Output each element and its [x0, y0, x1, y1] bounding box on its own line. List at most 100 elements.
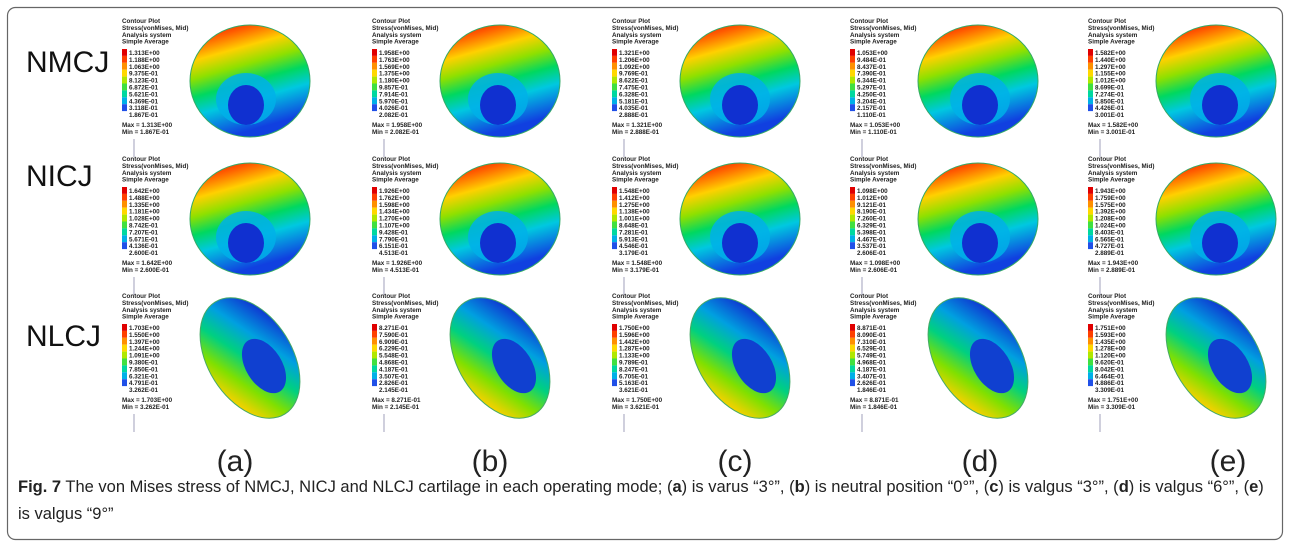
legend-swatch: [612, 242, 617, 249]
legend-swatch: [372, 331, 377, 338]
legend-swatch: [850, 104, 855, 111]
caption-text: ) is valgus “3°”, (: [998, 478, 1118, 496]
legend-swatch: [122, 242, 127, 249]
stress-region: [228, 223, 264, 263]
legend-value: 2.082E-01: [379, 112, 409, 119]
legend-swatch: [850, 365, 855, 372]
legend-swatch: [122, 331, 127, 338]
legend-max: Max = 1.313E+00: [122, 122, 173, 129]
contour-panel: Contour PlotStress(vonMises, Mid)Analysi…: [122, 156, 310, 295]
legend-swatch: [850, 324, 855, 331]
stress-region: [480, 85, 516, 125]
legend-swatch: [1088, 215, 1093, 222]
legend-swatch: [612, 84, 617, 91]
legend-swatch: [122, 90, 127, 97]
legend-swatch: [850, 77, 855, 84]
legend-swatch: [612, 56, 617, 63]
legend-swatch: [372, 77, 377, 84]
legend-min: Min = 3.179E-01: [612, 267, 660, 274]
legend-min: Min = 1.846E-01: [850, 404, 898, 411]
legend-swatch: [1088, 331, 1093, 338]
contour-panel: Contour PlotStress(vonMises, Mid)Analysi…: [372, 18, 560, 157]
legend-header: Simple Average: [850, 39, 897, 46]
legend-swatch: [612, 228, 617, 235]
legend-swatch: [612, 222, 617, 229]
legend-swatch: [372, 242, 377, 249]
stress-region: [1202, 223, 1238, 263]
contour-panel: Contour PlotStress(vonMises, Mid)Analysi…: [850, 18, 1038, 157]
legend-max: Max = 8.271E-01: [372, 397, 421, 404]
legend-swatch: [850, 208, 855, 215]
legend-swatch: [850, 222, 855, 229]
legend-header: Simple Average: [372, 39, 419, 46]
legend-max: Max = 8.871E-01: [850, 397, 899, 404]
legend-header: Simple Average: [372, 314, 419, 321]
legend-swatch: [372, 187, 377, 194]
legend-swatch: [372, 338, 377, 345]
legend-min: Min = 3.001E-01: [1088, 129, 1136, 136]
legend-swatch: [122, 324, 127, 331]
legend-max: Max = 1.943E+00: [1088, 260, 1139, 267]
legend-swatch: [850, 359, 855, 366]
legend-swatch: [1088, 194, 1093, 201]
figure: NMCJNICJNLCJ(a)(b)(c)(d)(e)Contour PlotS…: [0, 0, 1290, 550]
legend-max: Max = 1.958E+00: [372, 122, 423, 129]
figure-graphics: NMCJNICJNLCJ(a)(b)(c)(d)(e)Contour PlotS…: [0, 0, 1290, 550]
legend-swatch: [122, 194, 127, 201]
legend-min: Min = 2.889E-01: [1088, 267, 1136, 274]
caption-text: ) is varus “3°”, (: [682, 478, 795, 496]
legend-swatch: [122, 84, 127, 91]
legend-value: 3.309E-01: [1095, 387, 1125, 394]
caption-text: e: [1249, 478, 1258, 496]
stress-region: [722, 223, 758, 263]
stress-region: [962, 85, 998, 125]
contour-panel: Contour PlotStress(vonMises, Mid)Analysi…: [612, 280, 811, 436]
legend-swatch: [1088, 365, 1093, 372]
legend-swatch: [612, 372, 617, 379]
legend-swatch: [372, 97, 377, 104]
legend-swatch: [372, 235, 377, 242]
legend-swatch: [612, 365, 617, 372]
stress-region: [722, 85, 758, 125]
legend-swatch: [372, 365, 377, 372]
legend-header: Simple Average: [122, 39, 169, 46]
legend-swatch: [372, 379, 377, 386]
stress-region: [1202, 85, 1238, 125]
legend-max: Max = 1.703E+00: [122, 397, 173, 404]
legend-header: Simple Average: [612, 39, 659, 46]
legend-swatch: [612, 359, 617, 366]
legend-swatch: [850, 338, 855, 345]
caption-text: The von Mises stress of NMCJ, NICJ and N…: [61, 478, 672, 496]
legend-swatch: [612, 352, 617, 359]
caption-text: b: [795, 478, 805, 496]
legend-swatch: [850, 97, 855, 104]
legend-swatch: [372, 345, 377, 352]
caption-text: ) is neutral position “0°”, (: [805, 478, 990, 496]
legend-min: Min = 2.082E-01: [372, 129, 420, 136]
legend-header: Simple Average: [850, 314, 897, 321]
legend-swatch: [372, 56, 377, 63]
legend-swatch: [612, 338, 617, 345]
legend-value: 2.888E-01: [619, 112, 649, 119]
legend-min: Min = 3.262E-01: [122, 404, 170, 411]
legend-swatch: [612, 63, 617, 70]
legend-swatch: [612, 104, 617, 111]
legend-swatch: [850, 49, 855, 56]
legend-swatch: [1088, 235, 1093, 242]
legend-swatch: [122, 215, 127, 222]
row-label: NMCJ: [26, 46, 109, 79]
legend-swatch: [1088, 77, 1093, 84]
legend-swatch: [612, 379, 617, 386]
legend-header: Simple Average: [850, 177, 897, 184]
legend-swatch: [850, 242, 855, 249]
caption-label: Fig. 7: [18, 478, 61, 496]
legend-swatch: [372, 228, 377, 235]
legend-swatch: [372, 359, 377, 366]
stress-region: [228, 85, 264, 125]
legend-swatch: [612, 215, 617, 222]
legend-min: Min = 1.867E-01: [122, 129, 170, 136]
legend-max: Max = 1.098E+00: [850, 260, 901, 267]
legend-swatch: [850, 331, 855, 338]
